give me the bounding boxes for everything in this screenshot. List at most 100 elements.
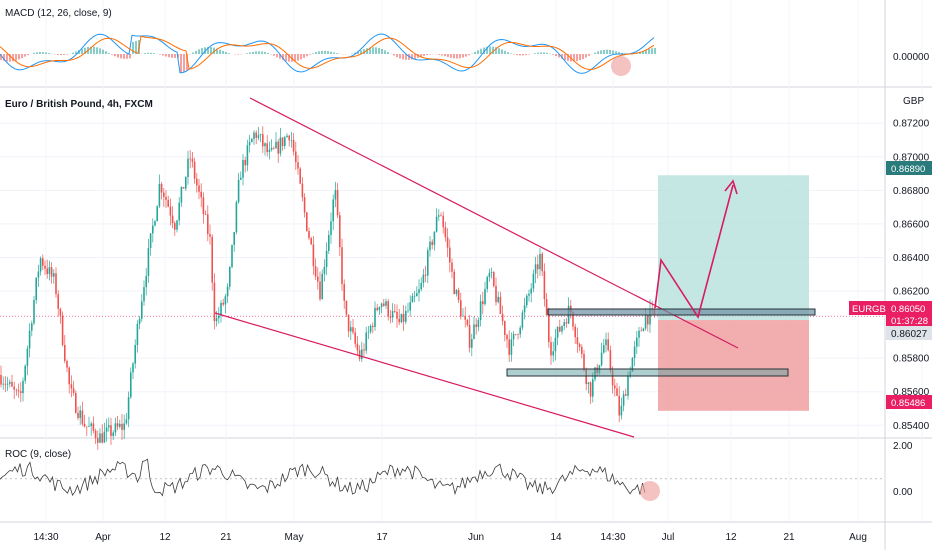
candle-body	[220, 302, 222, 316]
macd-histogram-bar	[135, 40, 137, 54]
macd-histogram-bar	[210, 47, 212, 54]
candle-body	[572, 312, 574, 327]
candle-body	[248, 142, 251, 146]
macd-histogram-bar	[618, 52, 620, 54]
candle-body	[361, 349, 363, 359]
candle-body	[585, 369, 587, 385]
candle-body	[332, 199, 334, 222]
macd-histogram-bar	[420, 54, 422, 57]
candle-body	[55, 273, 57, 295]
candle-body	[24, 365, 26, 381]
candle-body	[231, 244, 233, 268]
candle-body	[438, 215, 440, 217]
macd-histogram-bar	[507, 52, 509, 54]
candle-body	[187, 158, 189, 178]
candle-body	[229, 267, 231, 287]
candle-body	[253, 132, 255, 139]
upper-trendline[interactable]	[249, 97, 739, 349]
macd-histogram-bar	[129, 54, 131, 59]
trade-zones	[658, 175, 809, 411]
candle-body	[53, 273, 55, 277]
candle-body	[614, 385, 616, 389]
candle-body	[528, 293, 530, 296]
candle-body	[504, 321, 506, 335]
time-axis[interactable]: 14:30 Apr 12 21 May 17 Jun 14 14:30 Jul 12 21 Aug	[33, 532, 866, 543]
candle-body	[440, 215, 442, 217]
candle-body	[79, 410, 81, 418]
macd-histogram-bar	[186, 54, 188, 71]
macd-histogram-bar	[489, 46, 491, 54]
candle-body	[576, 337, 579, 345]
price-tick-label: 0.87000	[893, 152, 930, 163]
macd-zero-label: 0.00000	[893, 52, 930, 63]
candle-body	[189, 158, 191, 160]
macd-histogram-bar	[192, 52, 194, 54]
candle-body	[75, 392, 77, 413]
resistance-zone-box[interactable]	[547, 308, 816, 316]
target-price-tag: 0.86890	[886, 161, 932, 175]
countdown-label: 01:37:28	[891, 316, 928, 327]
candle-body	[317, 276, 319, 282]
macd-histogram-bar	[195, 50, 197, 54]
macd-histogram-bar	[450, 54, 452, 58]
support-zone-box[interactable]	[506, 368, 789, 377]
macd-histogram-bar	[573, 54, 575, 62]
stop-loss-zone[interactable]	[658, 320, 809, 411]
candle-body	[77, 412, 79, 418]
candle-body	[394, 311, 396, 312]
candle-body	[398, 318, 400, 323]
macd-histogram-bar	[504, 50, 506, 54]
macd-histogram-bar	[600, 50, 602, 54]
candle-body	[145, 275, 147, 288]
macd-histogram-bar	[447, 54, 449, 58]
macd-histogram-bar	[225, 52, 227, 54]
macd-histogram-bar	[456, 54, 458, 59]
candle-body	[130, 372, 132, 398]
candle-body	[33, 300, 35, 324]
candle-body	[347, 314, 350, 332]
macd-histogram-bar	[426, 54, 428, 56]
price-axis[interactable]: 0.87200 0.87000 0.86800 0.86600 0.86400 0.862…	[893, 119, 930, 432]
macd-histogram-bar	[477, 50, 479, 54]
macd-histogram-bar	[144, 53, 146, 54]
profit-target-zone[interactable]	[658, 175, 809, 321]
candle-body	[537, 264, 539, 270]
macd-histogram-bar	[645, 49, 647, 54]
candle-body	[530, 288, 532, 294]
candle-body	[83, 423, 86, 427]
candle-body	[222, 302, 224, 305]
candle-body	[0, 374, 2, 385]
candle-body	[165, 196, 167, 201]
macd-histogram-bar	[249, 52, 251, 54]
time-tick-label: 12	[725, 532, 737, 543]
candlestick-series	[0, 126, 656, 450]
projected-path[interactable]	[654, 184, 734, 319]
candle-body	[600, 352, 603, 366]
candle-body	[490, 272, 493, 273]
candle-body	[97, 438, 99, 443]
lower-trendline[interactable]	[214, 312, 635, 438]
candle-body	[171, 215, 174, 224]
macd-histogram-bar	[168, 54, 170, 58]
macd-histogram-bar	[357, 51, 359, 54]
candle-body	[618, 395, 620, 416]
time-tick-label: 17	[376, 532, 388, 543]
candle-body	[442, 215, 444, 228]
macd-histogram-bar	[42, 52, 44, 54]
candle-body	[310, 238, 312, 245]
price-tick-label: 0.86800	[893, 186, 930, 197]
candle-body	[90, 423, 92, 427]
macd-histogram-bar	[585, 54, 587, 58]
candle-body	[475, 324, 477, 328]
macd-histogram-bar	[327, 51, 329, 54]
candle-body	[286, 135, 288, 138]
candle-body	[501, 313, 504, 322]
macd-histogram-bar	[561, 54, 563, 59]
candle-body	[257, 135, 260, 138]
candle-body	[290, 139, 293, 141]
candle-body	[235, 202, 238, 233]
candle-body	[462, 315, 464, 317]
candle-body	[312, 244, 315, 267]
macd-histogram-bar	[123, 54, 125, 59]
